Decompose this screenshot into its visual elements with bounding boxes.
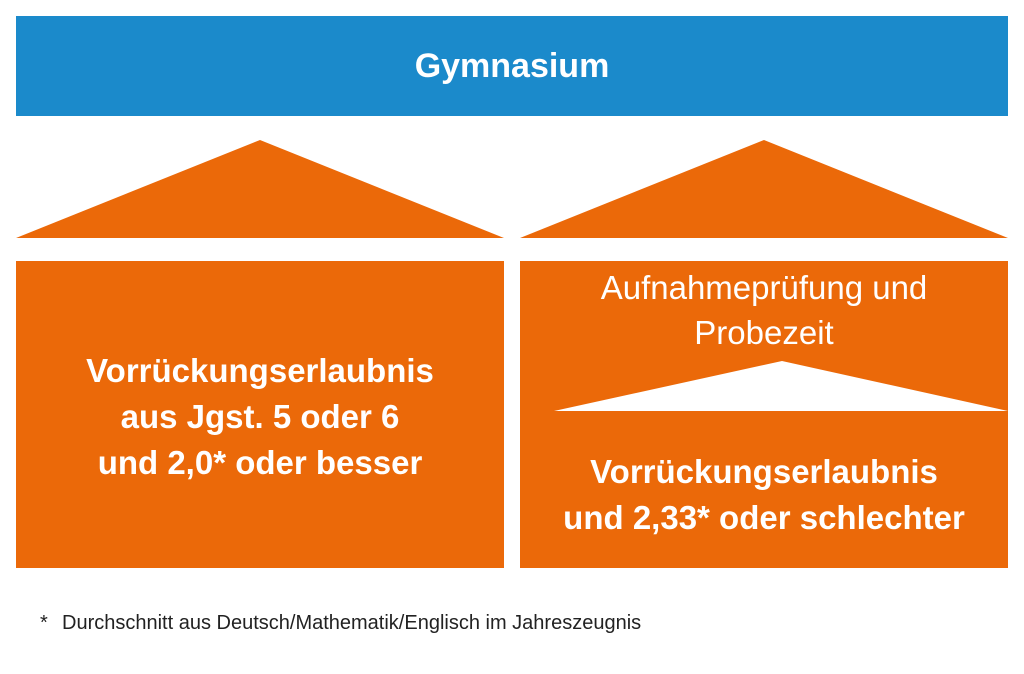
right-path-lower-text: Vorrückungserlaubnis und 2,33* oder schl… xyxy=(520,449,1008,541)
right-lower-line-1: Vorrückungserlaubnis xyxy=(590,453,938,490)
footnote-text: Durchschnitt aus Deutsch/Mathematik/Engl… xyxy=(62,612,642,634)
banner-title: Gymnasium xyxy=(414,46,610,85)
right-upper-line-2: Probezeit xyxy=(694,314,834,351)
footnote: * Durchschnitt aus Deutsch/Mathematik/Eng… xyxy=(40,612,641,635)
gymnasium-banner: Gymnasium xyxy=(16,16,1008,116)
right-path-upper-text: Aufnahmeprüfung und Probezeit xyxy=(520,265,1008,355)
left-path-text: Vorrückungserlaubnis aus Jgst. 5 oder 6 … xyxy=(86,348,434,486)
left-path-box: Vorrückungserlaubnis aus Jgst. 5 oder 6 … xyxy=(16,261,504,568)
left-path-line-2: aus Jgst. 5 oder 6 xyxy=(120,397,400,435)
footnote-marker: * xyxy=(40,612,48,634)
left-path-line-3: und 2,0* oder besser xyxy=(97,443,423,481)
right-inner-roof-triangle xyxy=(554,361,1008,411)
right-roof-triangle xyxy=(520,140,1008,238)
left-path-line-1: Vorrückungserlaubnis xyxy=(86,351,434,389)
right-upper-line-1: Aufnahmeprüfung und xyxy=(600,269,928,306)
left-roof-triangle xyxy=(16,140,504,238)
right-path-box: Aufnahmeprüfung und Probezeit Vorrückung… xyxy=(520,261,1008,568)
right-lower-line-2: und 2,33* oder schlechter xyxy=(563,499,965,536)
